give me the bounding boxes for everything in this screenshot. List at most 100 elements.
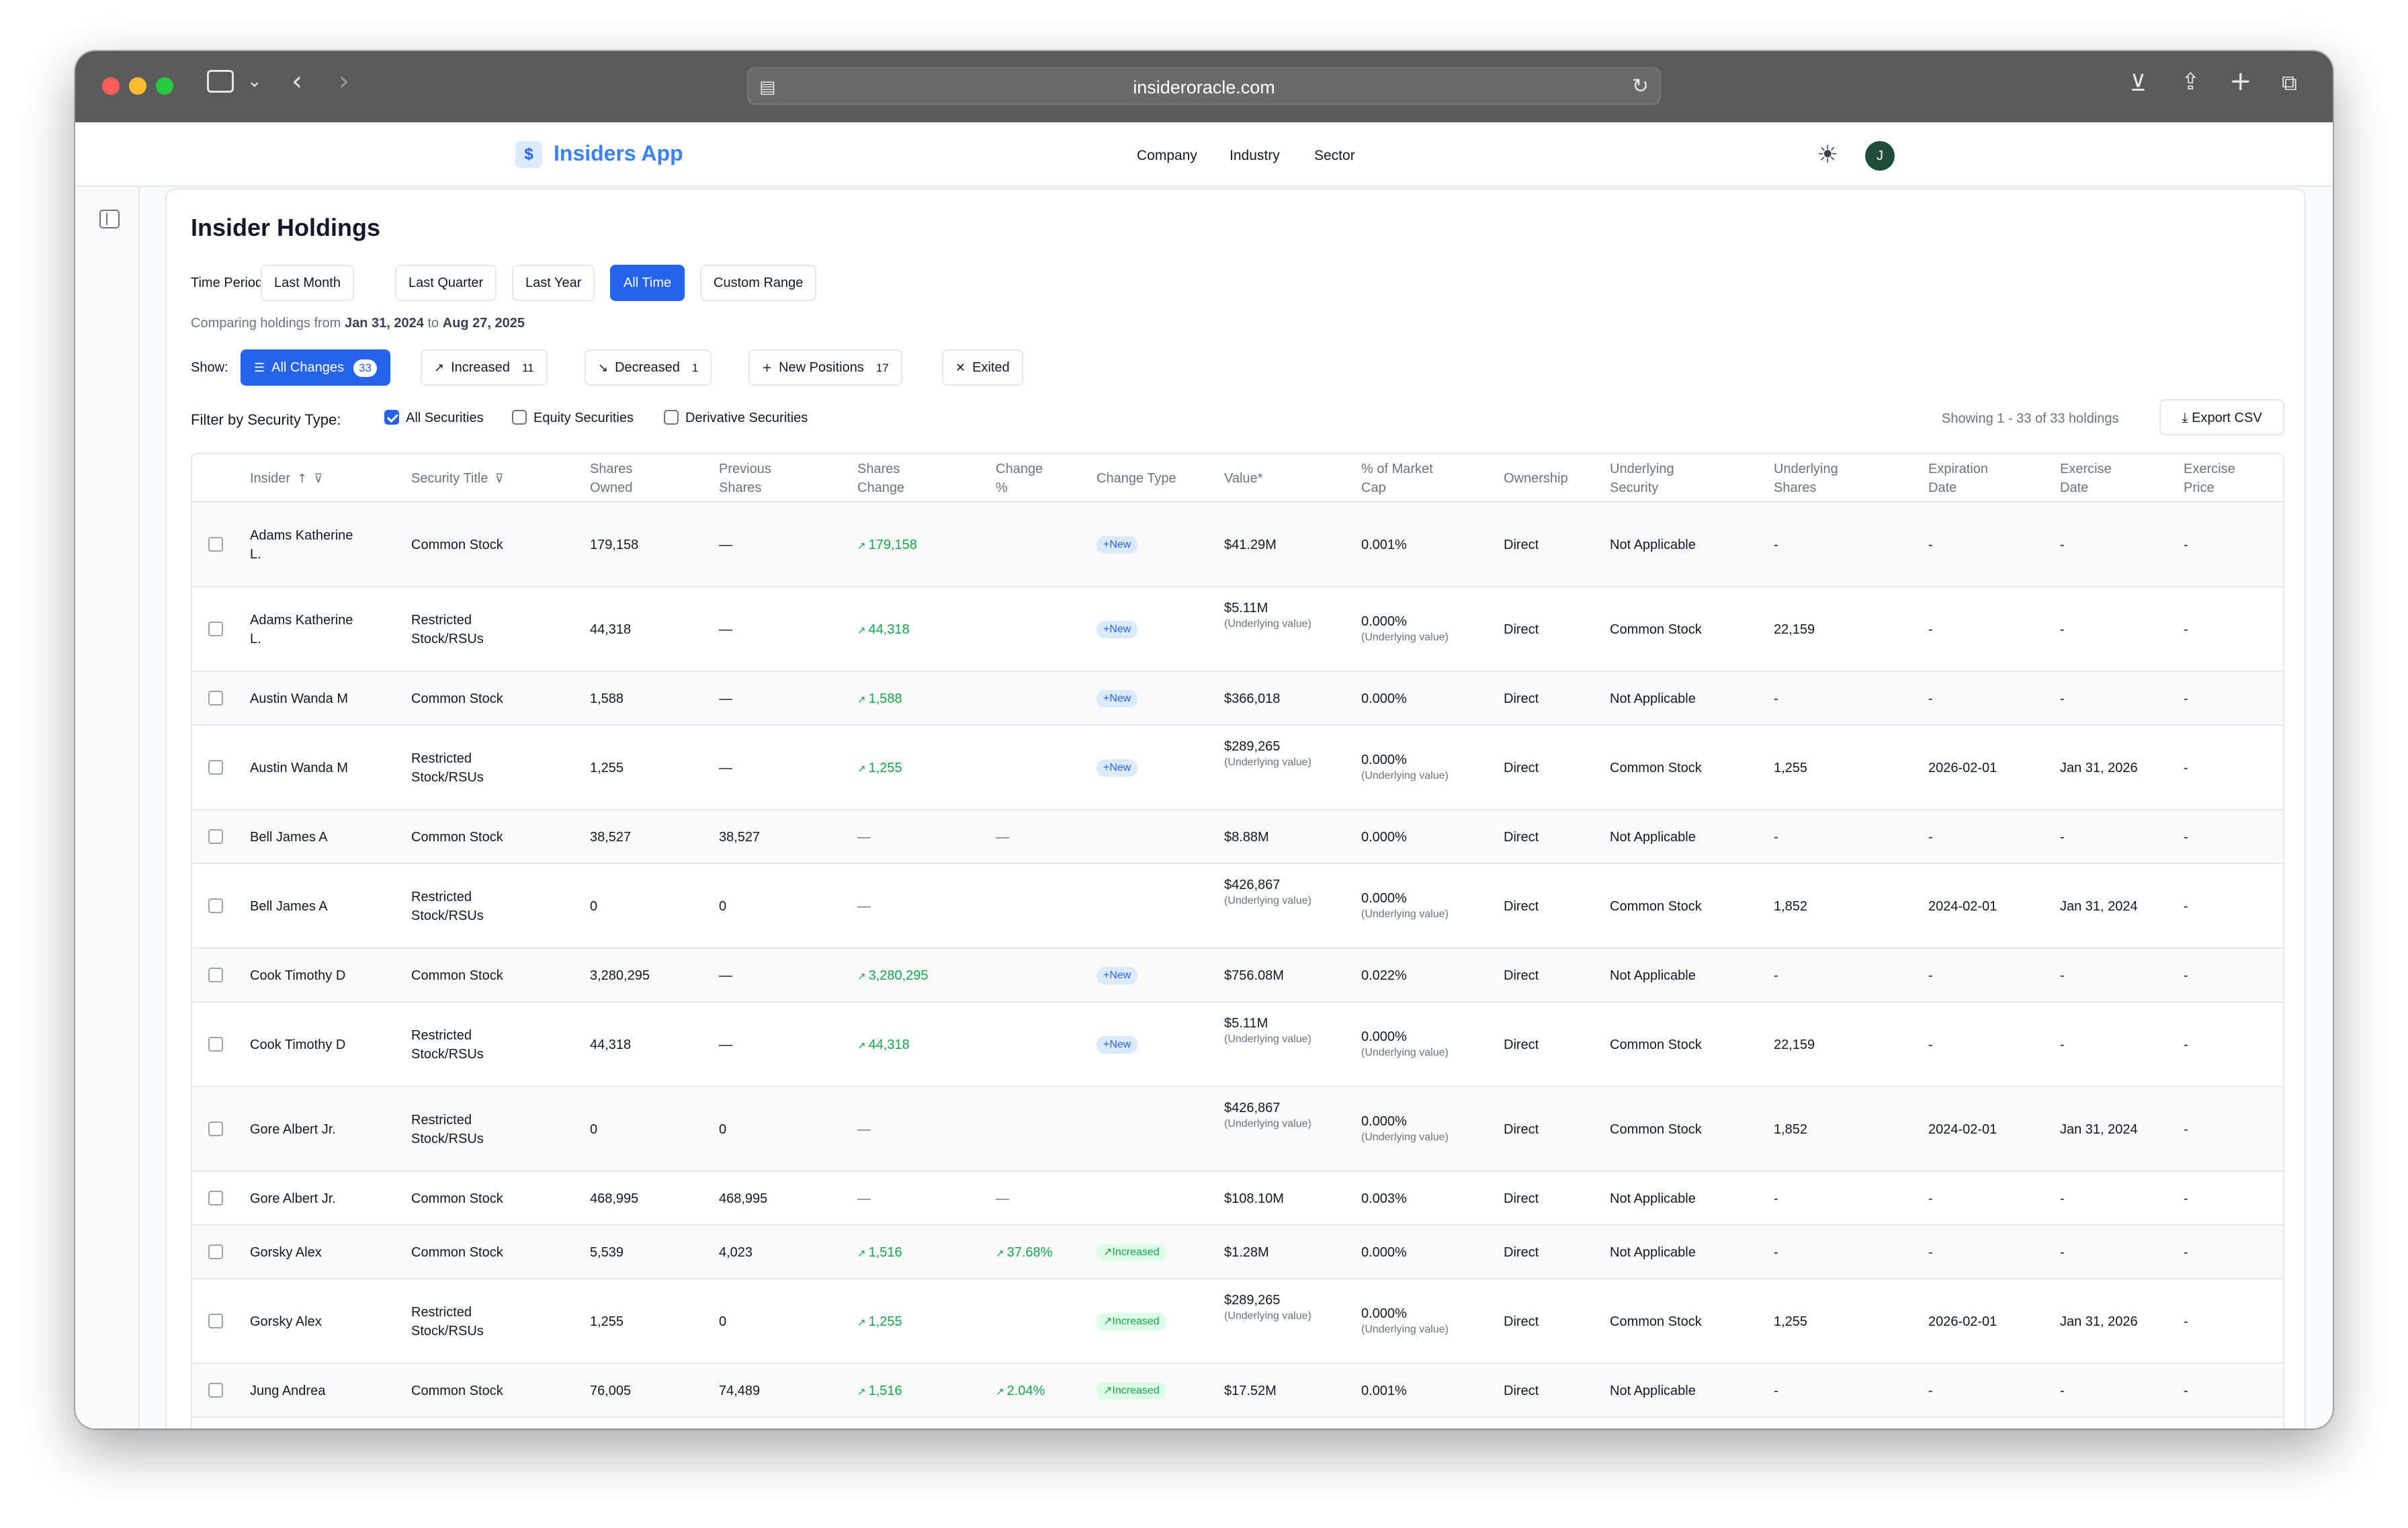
filter-exited[interactable]: ✕ Exited [942,349,1023,386]
exercise-date: Jan 31, 2026 [2060,1312,2170,1331]
checkbox-empty-icon [664,410,679,425]
row-checkbox[interactable] [208,537,223,552]
security-title-line: Restricted [411,890,472,904]
filter-new-positions[interactable]: + New Positions 17 [748,349,902,386]
period-last-year[interactable]: Last Year [512,265,595,301]
sort-up-icon[interactable]: ↑ [297,472,308,486]
row-checkbox[interactable] [208,968,223,982]
expiration-date-line: - [1928,538,1933,552]
exercise-date-line: - [2060,1245,2065,1260]
arrow-up-right-icon: ↗ [857,624,866,636]
reload-icon[interactable]: ↻ [1631,75,1649,97]
row-checkbox[interactable] [208,1244,223,1259]
market-cap-pct: 0.000% [1361,1243,1407,1262]
export-csv-button[interactable]: ⤓ Export CSV [2159,399,2284,435]
period-last-quarter[interactable]: Last Quarter [395,265,497,301]
nav-industry[interactable]: Industry [1230,148,1280,163]
underlying-shares-line: 1,852 [1774,1122,1808,1137]
security-title-line: Restricted [411,1113,472,1128]
security-title-line: Common Stock [411,1191,503,1206]
arrow-up-right-icon: ↗ [1103,1316,1113,1327]
exercise-date-line: - [2060,1037,2065,1052]
row-checkbox[interactable] [208,829,223,844]
column-header-text: Value* [1224,471,1263,486]
table-row[interactable]: Adams Katherine L. Common Stock 179,158— ↗ 17… [192,503,2283,587]
underlying-shares: - [1774,536,1915,554]
row-checkbox[interactable] [208,1037,223,1052]
forward-icon[interactable]: › [339,66,349,97]
exercise-price-line: - [2184,1191,2188,1206]
table-row[interactable]: Austin Wanda M Restricted Stock/RSUs 1,255 —… [192,726,2283,810]
filter-icon[interactable]: ⊽ [314,472,323,486]
security-title-line: Stock/RSUs [411,908,484,923]
download-icon[interactable]: ⊻ [2130,70,2147,97]
table-row[interactable]: Bell James A Common Stock 38,527 38,527 — — $8… [192,810,2283,864]
table-row[interactable]: Gore Albert Jr. Common Stock 468,995 468,99… [192,1172,2283,1226]
column-header-value: Value* [1224,469,1262,488]
change-pct-value: 2.04% [1006,1384,1045,1398]
table-row[interactable]: Bell James A Restricted Stock/RSUs 0 0 — $426,… [192,864,2283,949]
share-icon[interactable]: ⇪ [2181,69,2200,95]
table-row[interactable]: Cook Timothy D Restricted Stock/RSUs 44,318… [192,1003,2283,1087]
filter-all-changes[interactable]: ☰ All Changes 33 [241,349,390,386]
row-checkbox[interactable] [208,898,223,913]
row-checkbox[interactable] [208,1121,223,1136]
period-all-time[interactable]: All Time [610,265,685,301]
avatar[interactable]: J [1865,141,1895,171]
zoom-window-button[interactable] [156,77,173,95]
app-name[interactable]: Insiders App [554,141,683,165]
table-row[interactable]: Gorsky Alex Restricted Stock/RSUs 1,255 0 ↗ 1,… [192,1279,2283,1364]
row-checkbox[interactable] [208,691,223,706]
insider-name: Adams Katherine L. [250,611,398,648]
security-equity-checkbox[interactable]: Equity Securities [512,410,634,426]
chevron-down-icon[interactable]: ⌄ [247,71,262,91]
panel-toggle-icon[interactable] [99,210,120,228]
value-amount: $756.08M [1224,968,1284,983]
table-row[interactable]: Gore Albert Jr. Restricted Stock/RSUs 0 0 — $4… [192,1087,2283,1172]
period-custom-range[interactable]: Custom Range [700,265,817,301]
underlying-shares-line: - [1774,1191,1778,1206]
ownership: Direct [1504,759,1596,777]
insider-name-line: Gorsky Alex [250,1245,322,1260]
underlying-shares-line: - [1774,830,1778,845]
sidebar-toggle-icon[interactable] [207,70,234,93]
row-checkbox[interactable] [208,1314,223,1328]
tab-overview-icon[interactable]: ⧉ [2282,70,2297,95]
table-row[interactable]: Cook Timothy D Common Stock 3,280,295— ↗ 3,2… [192,949,2283,1003]
filter-decreased[interactable]: ↘ Decreased 1 [585,349,712,386]
close-window-button[interactable] [102,77,120,95]
filter-icon[interactable]: ⊽ [494,472,504,486]
row-checkbox[interactable] [208,1191,223,1205]
column-header-security-title[interactable]: Security Title ⊽ [411,469,504,489]
table-row[interactable]: Adams Katherine L. Restricted Stock/RSUs 44,… [192,587,2283,672]
back-icon[interactable]: ‹ [292,66,302,97]
exercise-price-line: - [2184,899,2188,914]
table-row[interactable]: Gorsky Alex Common Stock 5,539 4,023 ↗ 1,516 ↗… [192,1226,2283,1279]
column-header-insider[interactable]: Insider ↑ ⊽ [250,469,322,489]
filter-increased[interactable]: ↗ Increased 11 [421,349,548,386]
ownership-line: Direct [1504,1037,1539,1052]
row-checkbox[interactable] [208,622,223,636]
security-derivative-checkbox[interactable]: Derivative Securities [664,410,808,426]
value-amount: $289,265 [1224,1293,1281,1308]
exercise-price-line: - [2184,538,2188,552]
nav-sector[interactable]: Sector [1314,148,1355,163]
table-row[interactable]: Jung Andrea Common Stock 76,005 74,489 ↗ 1,51… [192,1364,2283,1418]
sun-theme-icon[interactable]: ☀ [1817,141,1839,169]
row-checkbox[interactable] [208,760,223,775]
address-bar[interactable]: ▤ insideroracle.com ↻ [747,67,1661,105]
new-tab-icon[interactable]: + [2229,66,2252,97]
exercise-date-line: Jan 31, 2024 [2060,1122,2138,1137]
change-type-badge: +New [1096,536,1138,554]
underlying-note: (Underlying value) [1361,770,1449,781]
nav-company[interactable]: Company [1137,148,1197,163]
column-header-text: Shares [857,462,900,476]
table-row[interactable]: Austin Wanda M Common Stock 1,588— ↗ 1,588 +N… [192,672,2283,726]
ownership-line: Direct [1504,538,1539,552]
shares-change: ↗ 3,280,295 [857,966,929,986]
period-last-month[interactable]: Last Month [261,265,354,301]
market-cap-value: 0.000% [1361,614,1407,629]
security-all-checkbox[interactable]: All Securities [384,410,484,426]
minimize-window-button[interactable] [129,77,146,95]
row-checkbox[interactable] [208,1383,223,1398]
